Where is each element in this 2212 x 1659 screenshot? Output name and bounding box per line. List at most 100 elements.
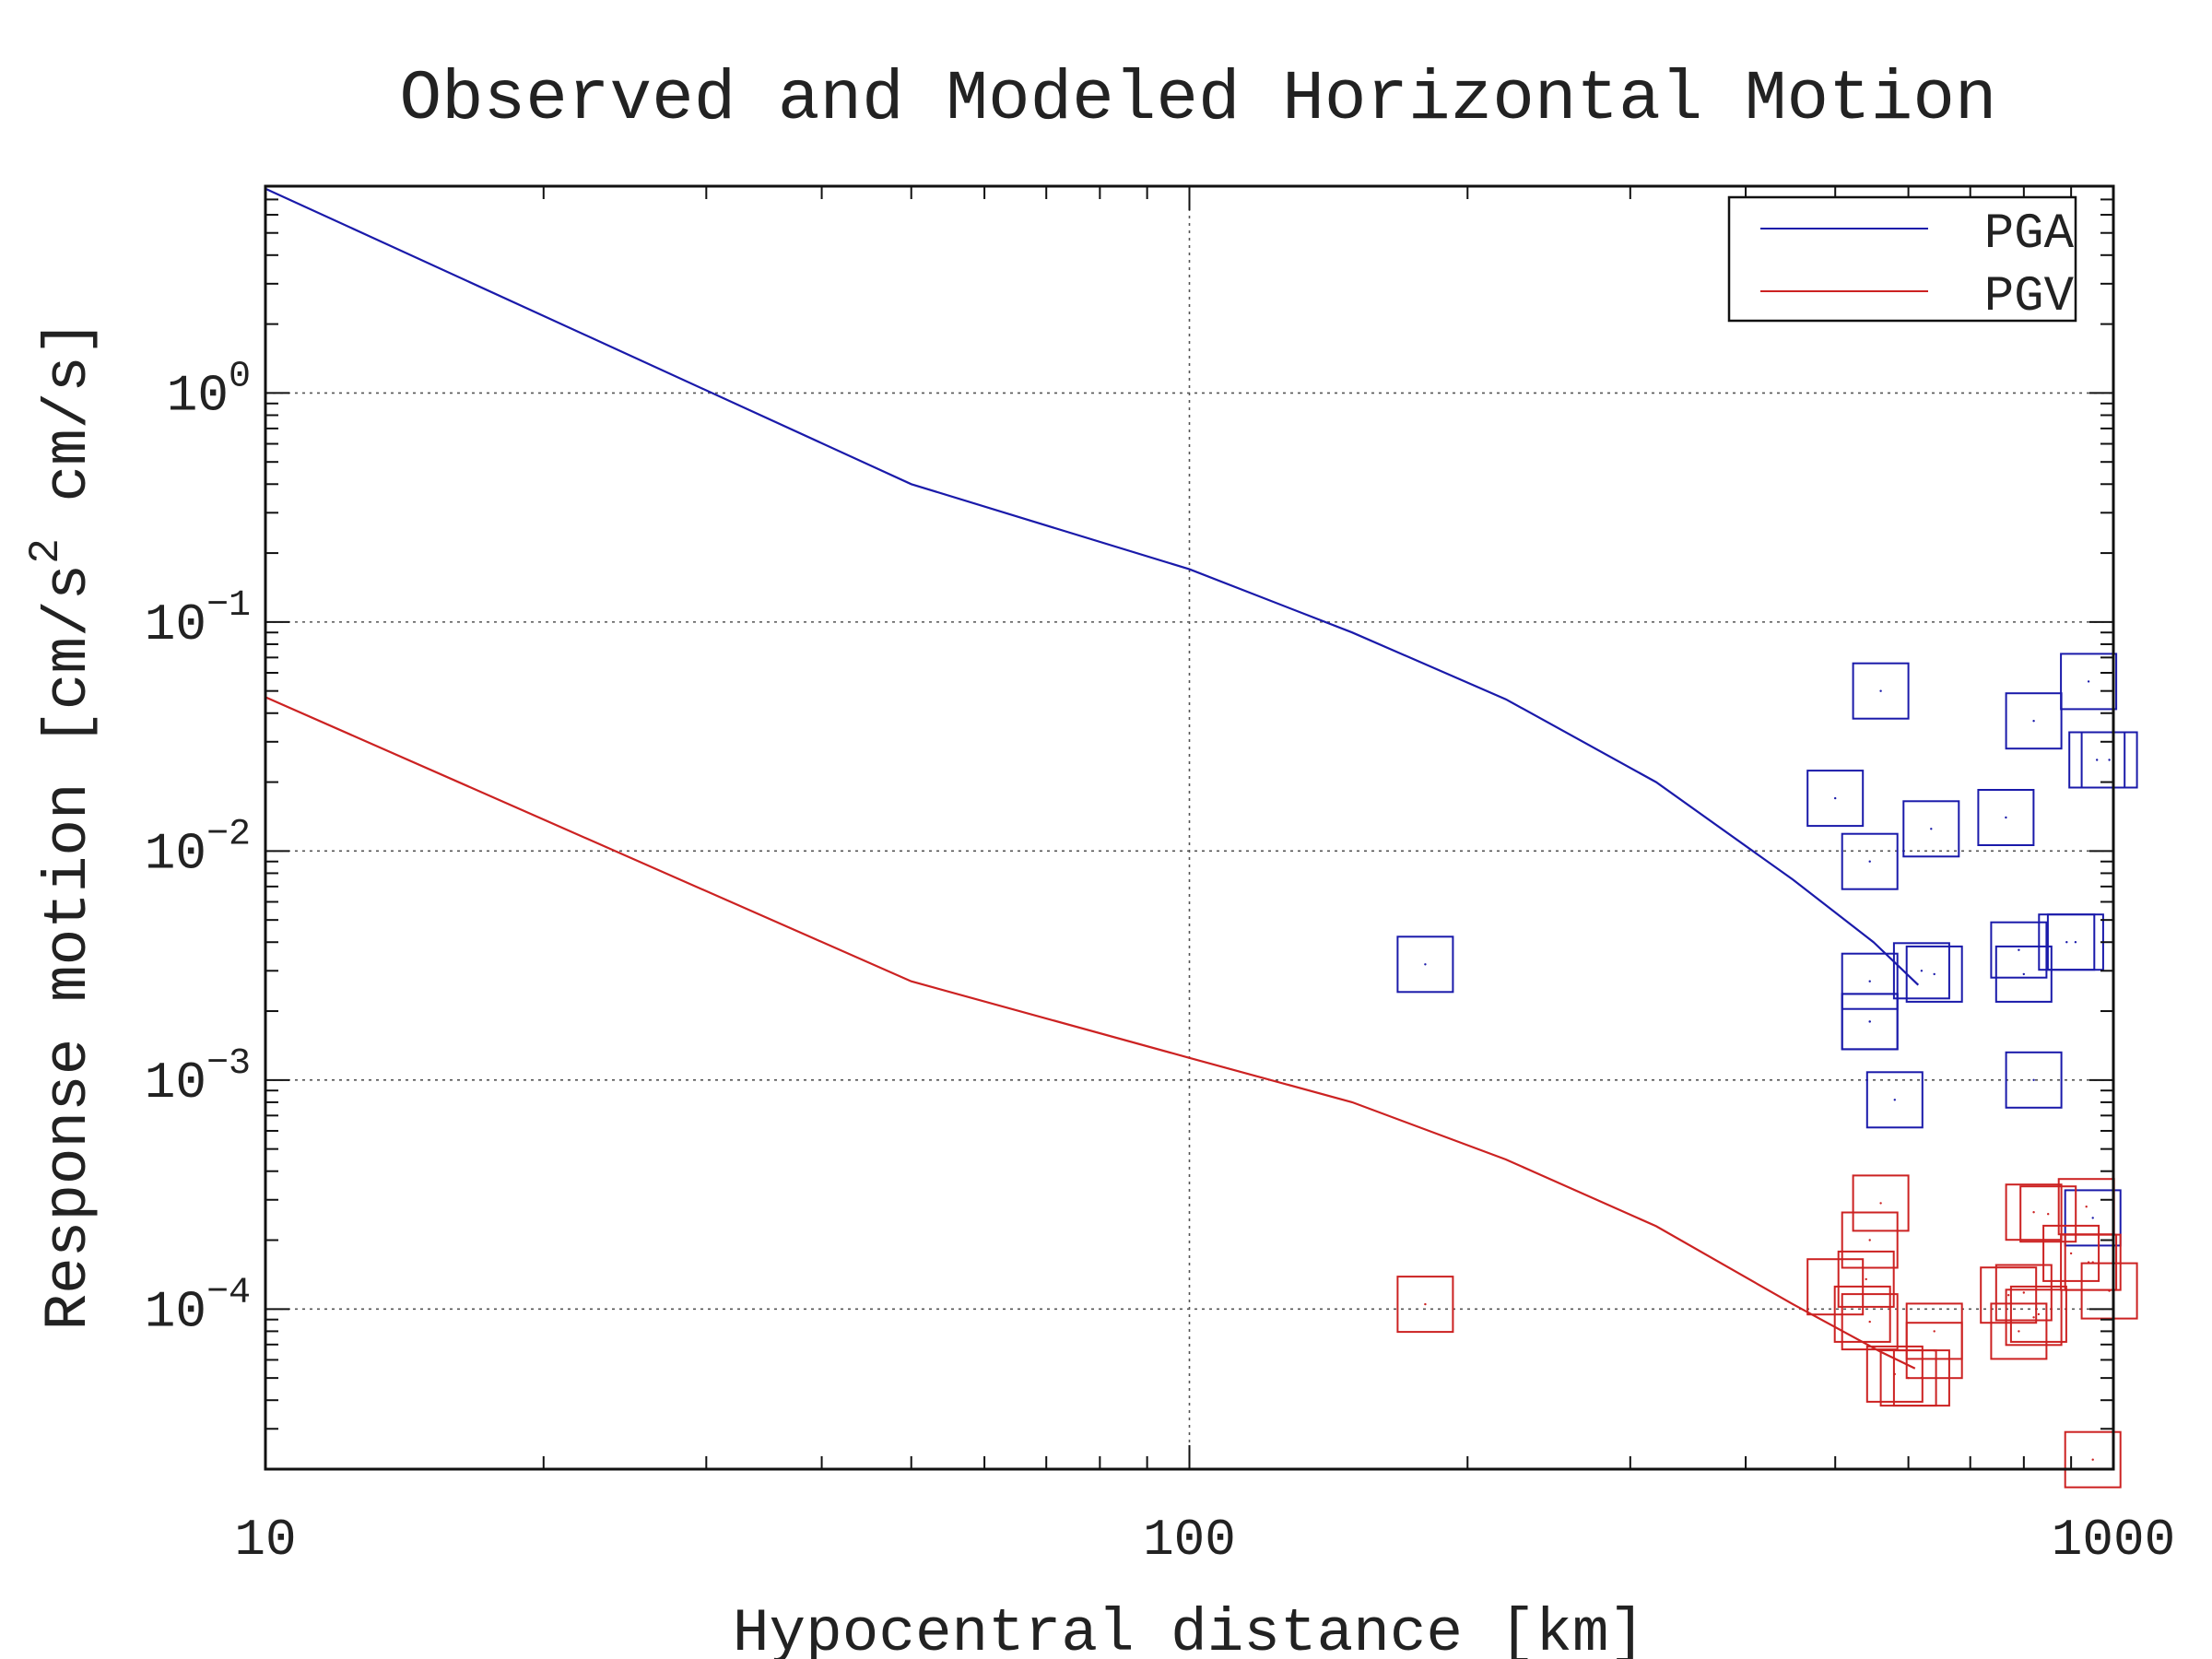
observed-marker-pga [1892, 942, 1950, 1000]
observed-marker-pga [1994, 945, 2053, 1003]
y-tick-label-base: 10 [145, 595, 206, 654]
observed-point-pga [2074, 941, 2077, 944]
observed-marker-pga [1396, 935, 1454, 994]
legend: PGA PGV [1727, 195, 2077, 325]
observed-marker-pga [1905, 945, 1963, 1003]
observed-marker-pgv [1980, 1266, 2038, 1324]
observed-marker-pga [2060, 653, 2118, 711]
observed-marker-pga [1841, 952, 1899, 1010]
observed-marker-pgv [2009, 1285, 2067, 1343]
observed-marker-pga [2005, 692, 2063, 750]
observed-marker-pga [2064, 1189, 2122, 1247]
observed-point-pgv [2091, 1458, 2094, 1461]
x-axis-label: Hypocentral distance [km] [733, 1599, 1645, 1659]
y-tick-label-base: 10 [145, 1053, 206, 1112]
observed-marker-pgv [2005, 1288, 2063, 1347]
observed-point-pga [2065, 941, 2068, 944]
observed-point-pga [1933, 972, 1936, 976]
observed-marker-pgv [2064, 1233, 2122, 1291]
y-tick-label-exponent: 0 [229, 356, 251, 397]
y-tick-label-exponent: −2 [206, 814, 251, 855]
observed-point-pgv [2085, 1206, 2088, 1208]
observed-point-pga [2018, 948, 2020, 951]
observed-marker-pgv [1994, 1264, 2053, 1322]
legend-label-pga: PGA [1984, 206, 2075, 263]
y-tick-label-exponent: −4 [206, 1272, 251, 1313]
y-axis-label-tail: cm/s] [34, 320, 103, 539]
observed-point-pga [1424, 963, 1427, 966]
chart-title: Observed and Modeled Horizontal Motion [399, 60, 1996, 139]
y-axis-label-sup: 2 [22, 538, 70, 564]
legend-box [1727, 195, 2077, 323]
observed-marker-pgv [2042, 1224, 2100, 1282]
x-tick-label: 10 [234, 1511, 296, 1570]
observed-point-pga [1868, 860, 1871, 863]
observed-point-pga [1879, 689, 1882, 692]
observed-point-pgv [2069, 1252, 2073, 1255]
y-tick-label-exponent: −1 [206, 585, 251, 627]
y-tick-label-exponent: −3 [206, 1043, 251, 1085]
observed-marker-pgv [1837, 1250, 1895, 1308]
observed-marker-pgv [2019, 1185, 2077, 1243]
observed-point-pgv [1865, 1277, 1867, 1281]
y-axis-label-main: Response motion [cm/s [34, 564, 103, 1331]
observed-point-pga [2032, 720, 2035, 723]
observed-marker-pga [1841, 832, 1899, 890]
observed-point-pga [2022, 972, 2025, 976]
observed-point-pgv [1424, 1302, 1427, 1306]
observed-marker-pga [1977, 789, 2035, 846]
observed-point-pga [1893, 1099, 1896, 1101]
observed-marker-pgv [1841, 1293, 1899, 1351]
observed-marker-pga [2005, 1051, 2063, 1109]
legend-label-pgv: PGV [1984, 269, 2075, 325]
y-tick-label: 10−3 [145, 1043, 251, 1112]
observed-point-pgv [1868, 1320, 1871, 1324]
observed-point-pga [1868, 1020, 1871, 1023]
observed-point-pgv [1868, 1239, 1871, 1241]
observed-point-pga [2096, 759, 2099, 761]
series-layer [265, 187, 2138, 1488]
observed-point-pgv [2037, 1312, 2041, 1316]
observed-point-pgv [1879, 1202, 1882, 1205]
observed-point-pga [2005, 816, 2007, 819]
observed-marker-pga [1902, 800, 1960, 858]
observed-marker-pga [2038, 913, 2096, 971]
observed-marker-pga [1806, 770, 1865, 828]
observed-marker-pga [1852, 662, 1910, 720]
series-line-pga [265, 187, 1920, 986]
y-tick-label: 10−1 [145, 585, 251, 654]
observed-marker-pgv [1990, 1302, 2048, 1360]
observed-point-pga [2091, 1217, 2094, 1219]
y-tick-label-base: 10 [145, 1282, 206, 1341]
observed-marker-pga [1865, 1071, 1924, 1129]
observed-marker-pga [1841, 993, 1899, 1051]
y-tick-label: 100 [167, 356, 251, 425]
observed-point-pgv [1861, 1312, 1864, 1316]
y-tick-label: 10−4 [145, 1272, 251, 1341]
observed-point-pga [2108, 759, 2111, 761]
observed-marker-pgv [1879, 1349, 1937, 1407]
observed-point-pgv [2032, 1316, 2035, 1319]
observed-marker-pgv [1396, 1276, 1454, 1334]
observed-marker-pgv [2064, 1430, 2122, 1488]
observed-point-pga [2087, 680, 2090, 683]
observed-point-pga [1868, 980, 1871, 982]
observed-point-pga [1834, 796, 1837, 800]
observed-point-pgv [1907, 1376, 1910, 1380]
observed-marker-pga [1990, 921, 2048, 979]
observed-marker-pgv [1852, 1174, 1910, 1232]
y-tick-label: 10−2 [145, 814, 251, 883]
observed-point-pgv [1933, 1330, 1936, 1333]
observed-point-pga [1930, 828, 1933, 830]
y-tick-label-base: 10 [167, 366, 229, 425]
grid [265, 186, 2113, 1469]
observed-point-pgv [2018, 1330, 2020, 1333]
observed-marker-pga [2080, 731, 2138, 789]
observed-point-pgv [2032, 1211, 2035, 1214]
observed-point-pga [1920, 970, 1924, 972]
observed-point-pga [2032, 1078, 2035, 1082]
observed-marker-pgv [2005, 1183, 2063, 1241]
observed-marker-pgv [1841, 1211, 1899, 1269]
